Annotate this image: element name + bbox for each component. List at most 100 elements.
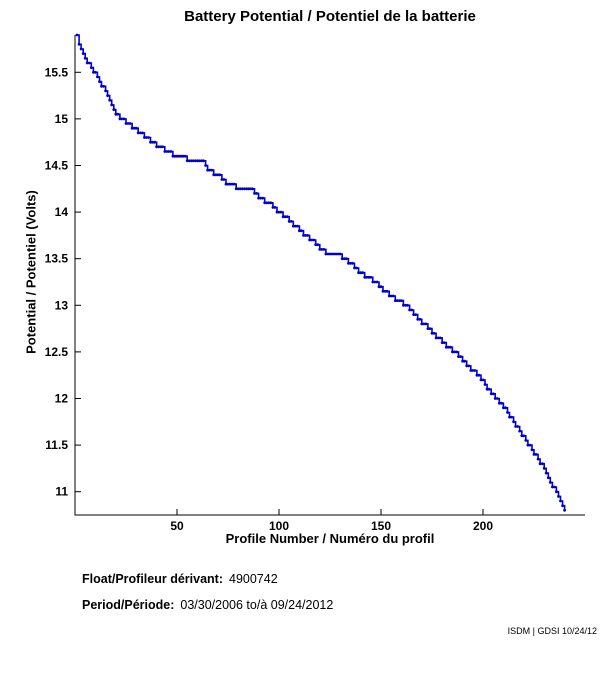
data-point: [169, 150, 173, 153]
data-point: [438, 336, 442, 340]
data-point: [198, 159, 201, 163]
data-point: [218, 173, 222, 177]
data-point: [277, 210, 281, 214]
data-point: [145, 136, 148, 139]
data-point: [220, 178, 224, 181]
data-point: [255, 192, 258, 195]
data-point: [538, 462, 542, 466]
data-point: [247, 187, 250, 191]
data-point: [94, 70, 97, 74]
data-point: [114, 112, 118, 116]
data-point: [314, 243, 318, 247]
data-point: [540, 462, 544, 466]
period-label: Period/Période:: [82, 598, 175, 612]
data-point: [400, 299, 403, 302]
data-point: [365, 275, 369, 279]
data-point: [279, 210, 283, 214]
data-point: [196, 159, 199, 163]
data-point: [383, 289, 387, 293]
y-tick-label: 11.5: [45, 438, 68, 452]
data-point: [200, 159, 203, 163]
data-point: [544, 471, 548, 475]
data-point: [238, 187, 242, 191]
axis-lines: [74, 35, 585, 516]
data-point: [526, 443, 530, 447]
data-point: [253, 192, 256, 195]
data-point: [559, 499, 562, 503]
data-point: [334, 252, 338, 256]
data-point: [187, 159, 191, 163]
y-tick-label: 14: [55, 205, 69, 219]
data-point: [412, 313, 415, 316]
data-point: [79, 47, 83, 51]
data-point: [336, 252, 340, 256]
data-point: [83, 56, 87, 60]
data-point: [230, 182, 234, 186]
data-point: [293, 224, 297, 228]
data-point: [463, 359, 466, 363]
data-point: [128, 122, 132, 125]
data-point: [251, 187, 254, 191]
data-point: [398, 299, 401, 302]
data-point: [355, 266, 358, 270]
data-point: [495, 397, 499, 400]
data-point: [520, 434, 524, 438]
data-point: [385, 289, 389, 293]
data-point: [208, 168, 212, 172]
y-tick-label: 13: [55, 298, 69, 312]
data-point: [216, 173, 220, 177]
data-point: [134, 126, 138, 130]
data-point: [249, 187, 252, 191]
y-tick-label: 11: [55, 485, 68, 499]
data-point: [189, 159, 193, 163]
y-tick-label: 14.5: [45, 158, 69, 172]
data-point: [163, 150, 167, 153]
chart-title: Battery Potential / Potentiel de la batt…: [184, 8, 476, 25]
y-tick-label: 12.5: [45, 345, 69, 359]
data-point: [171, 154, 175, 158]
data-point: [308, 238, 311, 242]
data-point: [287, 220, 291, 223]
data-point: [191, 159, 195, 163]
data-point: [510, 415, 513, 419]
data-point: [269, 201, 273, 205]
data-point: [275, 210, 279, 214]
data-point: [493, 397, 497, 400]
data-point: [487, 387, 491, 391]
data-point: [155, 145, 159, 149]
data-point: [116, 112, 120, 116]
data-point: [106, 94, 109, 97]
data-point: [87, 61, 91, 65]
data-point: [548, 481, 552, 484]
data-point: [324, 252, 328, 256]
data-point: [373, 280, 377, 284]
data-point: [271, 206, 275, 209]
data-point: [132, 126, 136, 130]
data-point: [261, 196, 265, 200]
y-tick-label: 15: [55, 112, 69, 126]
data-point: [236, 187, 240, 191]
data-point: [304, 234, 307, 237]
data-point: [296, 224, 299, 228]
data-point: [451, 350, 454, 354]
data-point: [289, 220, 293, 223]
data-point: [98, 80, 101, 83]
data-point: [302, 234, 305, 237]
data-point: [485, 387, 489, 391]
float-id-line: Float/Profileur dérivant: 4900742: [82, 572, 278, 586]
data-point: [177, 154, 181, 158]
data-point: [387, 294, 391, 298]
data-point: [183, 154, 187, 158]
data-point: [96, 75, 99, 79]
data-point: [561, 504, 564, 508]
data-point: [455, 350, 458, 354]
data-point: [283, 215, 287, 219]
data-point: [440, 341, 444, 344]
data-point: [300, 229, 303, 233]
data-point: [165, 150, 169, 153]
data-point: [514, 425, 517, 428]
data-point: [310, 238, 313, 242]
data-point: [118, 117, 122, 121]
data-point: [167, 150, 171, 153]
